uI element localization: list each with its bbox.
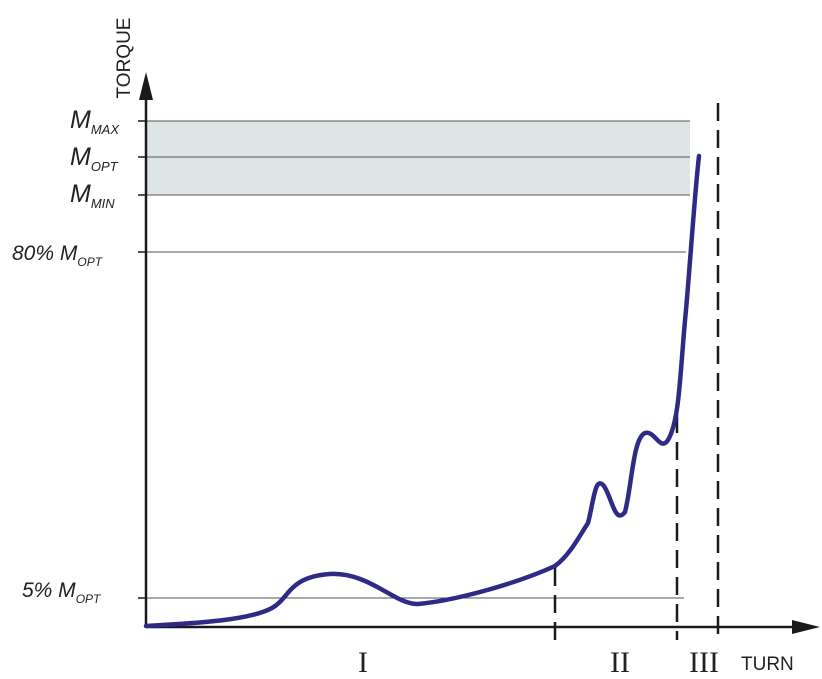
y-axis-arrow-icon bbox=[139, 72, 153, 100]
level-label-five: 5% MOPT bbox=[22, 579, 102, 606]
zone-label-2: II bbox=[610, 646, 630, 679]
zone-label-3: III bbox=[689, 646, 719, 679]
level-label-eighty: 80% MOPT bbox=[12, 242, 104, 269]
torque-curve bbox=[143, 153, 702, 629]
y-axis-label: TORQUE bbox=[114, 18, 135, 99]
level-label-min: MMIN bbox=[70, 180, 115, 211]
zone-label-1: I bbox=[358, 646, 368, 679]
x-axis-label: TURN bbox=[741, 654, 794, 675]
level-label-max: MMAX bbox=[70, 106, 120, 137]
tolerance-band bbox=[146, 121, 690, 195]
level-label-opt: MOPT bbox=[70, 143, 119, 174]
x-axis-arrow-icon bbox=[792, 620, 820, 634]
